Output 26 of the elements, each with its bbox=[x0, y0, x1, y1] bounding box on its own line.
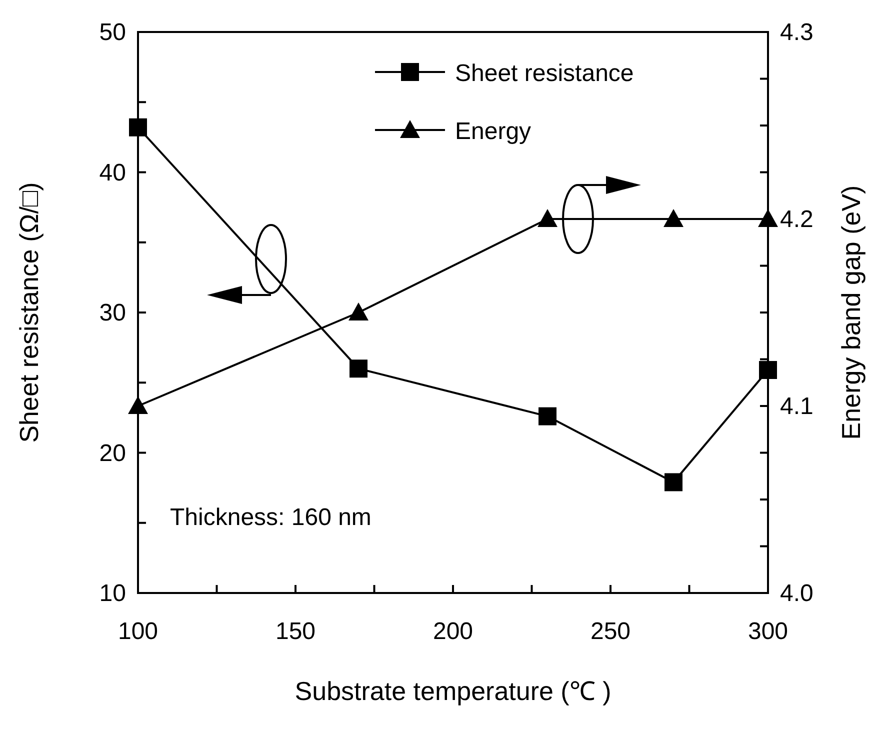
point bbox=[538, 209, 558, 227]
y2-tick-label: 4.1 bbox=[780, 393, 814, 420]
point bbox=[664, 473, 682, 492]
annotation: Thickness: 160 nm bbox=[170, 504, 372, 531]
point bbox=[664, 209, 684, 227]
y-tick-label: 50 bbox=[99, 19, 126, 46]
x-tick-label: 100 bbox=[118, 618, 158, 645]
y2-tick-label: 4.2 bbox=[780, 206, 814, 233]
x-tick-label: 300 bbox=[748, 618, 788, 645]
x-tick-label: 250 bbox=[590, 618, 631, 645]
point bbox=[538, 407, 556, 426]
point bbox=[350, 360, 368, 378]
x-tick-label: 150 bbox=[275, 618, 316, 645]
y-tick-label: 20 bbox=[99, 440, 126, 467]
y2-tick-label: 4.0 bbox=[780, 580, 814, 607]
y-tick-label: 30 bbox=[99, 300, 126, 326]
x-axis-title: Substrate temperature (℃ ) bbox=[294, 676, 612, 706]
legend-label: Sheet resistance bbox=[455, 60, 634, 87]
x-tick-label: 200 bbox=[432, 618, 474, 645]
y-tick-label: 10 bbox=[99, 580, 126, 607]
y2-axis-title: Energy band gap (eV) bbox=[836, 185, 866, 440]
y-axis-title: Sheet resistance (Ω/□) bbox=[14, 182, 44, 443]
point bbox=[348, 302, 368, 320]
legend-label: Energy bbox=[455, 118, 532, 145]
y2-tick-label: 4.3 bbox=[780, 19, 814, 46]
y-tick-label: 40 bbox=[99, 159, 126, 186]
